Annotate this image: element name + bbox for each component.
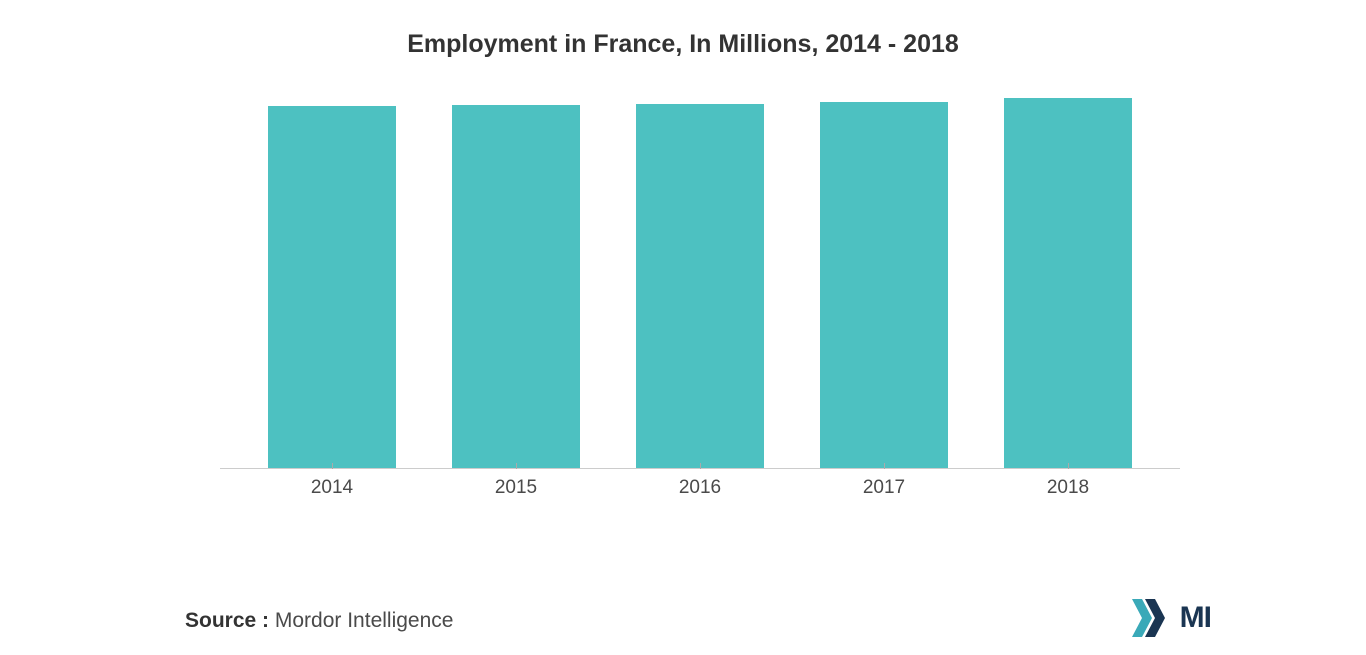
- logo-text: MI: [1180, 601, 1211, 635]
- axis-label-wrapper: 2017: [792, 477, 976, 499]
- bars-row: [220, 99, 1180, 469]
- x-axis-labels: 2014 2015 2016 2017 2018: [220, 477, 1180, 499]
- axis-label: 2018: [1047, 477, 1089, 498]
- source-text: Mordor Intelligence: [275, 609, 454, 632]
- bar-2016: [636, 104, 764, 468]
- bar-2014: [268, 106, 396, 468]
- axis-label: 2016: [679, 477, 721, 498]
- plot-area: 2014 2015 2016 2017 2018: [220, 99, 1180, 489]
- axis-tick: [516, 463, 517, 469]
- bar-2018: [1004, 98, 1132, 468]
- logo-chevrons-icon: [1132, 599, 1172, 637]
- axis-label-wrapper: 2018: [976, 477, 1160, 499]
- axis-label: 2015: [495, 477, 537, 498]
- bar-2015: [452, 105, 580, 468]
- bar-wrapper: [424, 105, 608, 468]
- axis-tick: [884, 463, 885, 469]
- brand-logo: MI: [1132, 599, 1211, 637]
- source-label: Source :: [185, 609, 269, 632]
- chart-container: Employment in France, In Millions, 2014 …: [0, 0, 1366, 655]
- axis-label-wrapper: 2016: [608, 477, 792, 499]
- source-line: Source : Mordor Intelligence: [185, 609, 453, 633]
- axis-label-wrapper: 2014: [240, 477, 424, 499]
- bar-wrapper: [976, 98, 1160, 468]
- bar-2017: [820, 102, 948, 468]
- axis-tick: [332, 463, 333, 469]
- axis-tick: [1068, 463, 1069, 469]
- axis-label-wrapper: 2015: [424, 477, 608, 499]
- chart-title: Employment in France, In Millions, 2014 …: [0, 30, 1366, 59]
- bar-wrapper: [792, 102, 976, 468]
- axis-label: 2014: [311, 477, 353, 498]
- bar-wrapper: [608, 104, 792, 468]
- bar-wrapper: [240, 106, 424, 468]
- axis-tick: [700, 463, 701, 469]
- axis-label: 2017: [863, 477, 905, 498]
